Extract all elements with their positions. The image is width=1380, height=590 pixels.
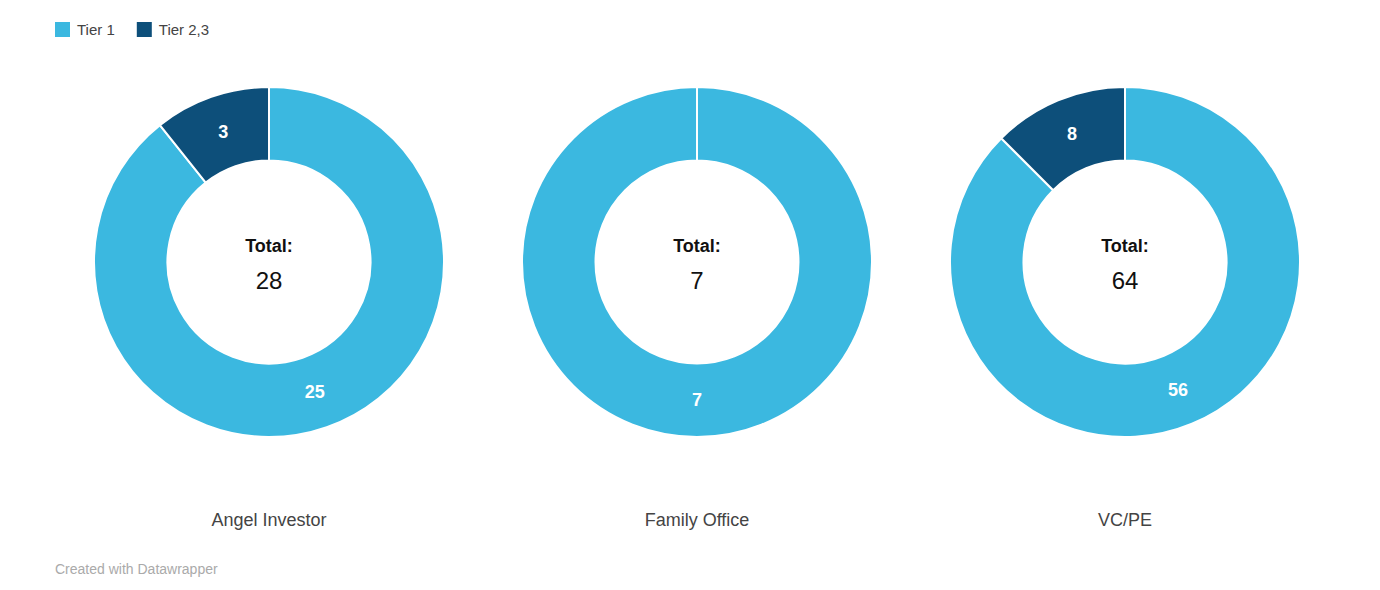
data-label: 7 [692, 390, 702, 410]
background [0, 0, 1380, 590]
center-total: 7 [690, 267, 703, 294]
legend: Tier 1 Tier 2,3 [55, 21, 209, 38]
chart-title: Angel Investor [211, 510, 326, 530]
chart-title: Family Office [645, 510, 750, 530]
donut-slice [950, 87, 1300, 437]
donut-slice [160, 87, 269, 183]
donut-slice [94, 87, 444, 437]
legend-label: Tier 1 [77, 21, 115, 38]
center-label: Total: [1101, 236, 1149, 256]
legend-swatch [137, 22, 152, 37]
chart-svg: Tier 1 Tier 2,3 25 3 Total: 28 Angel Investor 7… [0, 0, 1380, 590]
footer: Created with Datawrapper [55, 561, 218, 577]
donut: 56 8 Total: 64 [950, 87, 1300, 437]
donut-slice [696, 87, 698, 161]
chart-container: Tier 1 Tier 2,3 25 3 Total: 28 Angel Investor 7… [0, 0, 1380, 590]
donut-slice [522, 87, 872, 437]
center-total: 28 [256, 267, 283, 294]
data-label: 25 [305, 382, 325, 402]
data-label: 56 [1168, 380, 1188, 400]
center-total: 64 [1112, 267, 1139, 294]
center-label: Total: [245, 236, 293, 256]
chart-title: VC/PE [1098, 510, 1152, 530]
donut-slice [1001, 87, 1125, 190]
legend-label: Tier 2,3 [159, 21, 209, 38]
data-label: 8 [1067, 124, 1077, 144]
data-label: 3 [218, 122, 228, 142]
donut: 7 Total: 7 [522, 87, 872, 437]
legend-swatch [55, 22, 70, 37]
donut: 25 3 Total: 28 [94, 87, 444, 437]
center-label: Total: [673, 236, 721, 256]
